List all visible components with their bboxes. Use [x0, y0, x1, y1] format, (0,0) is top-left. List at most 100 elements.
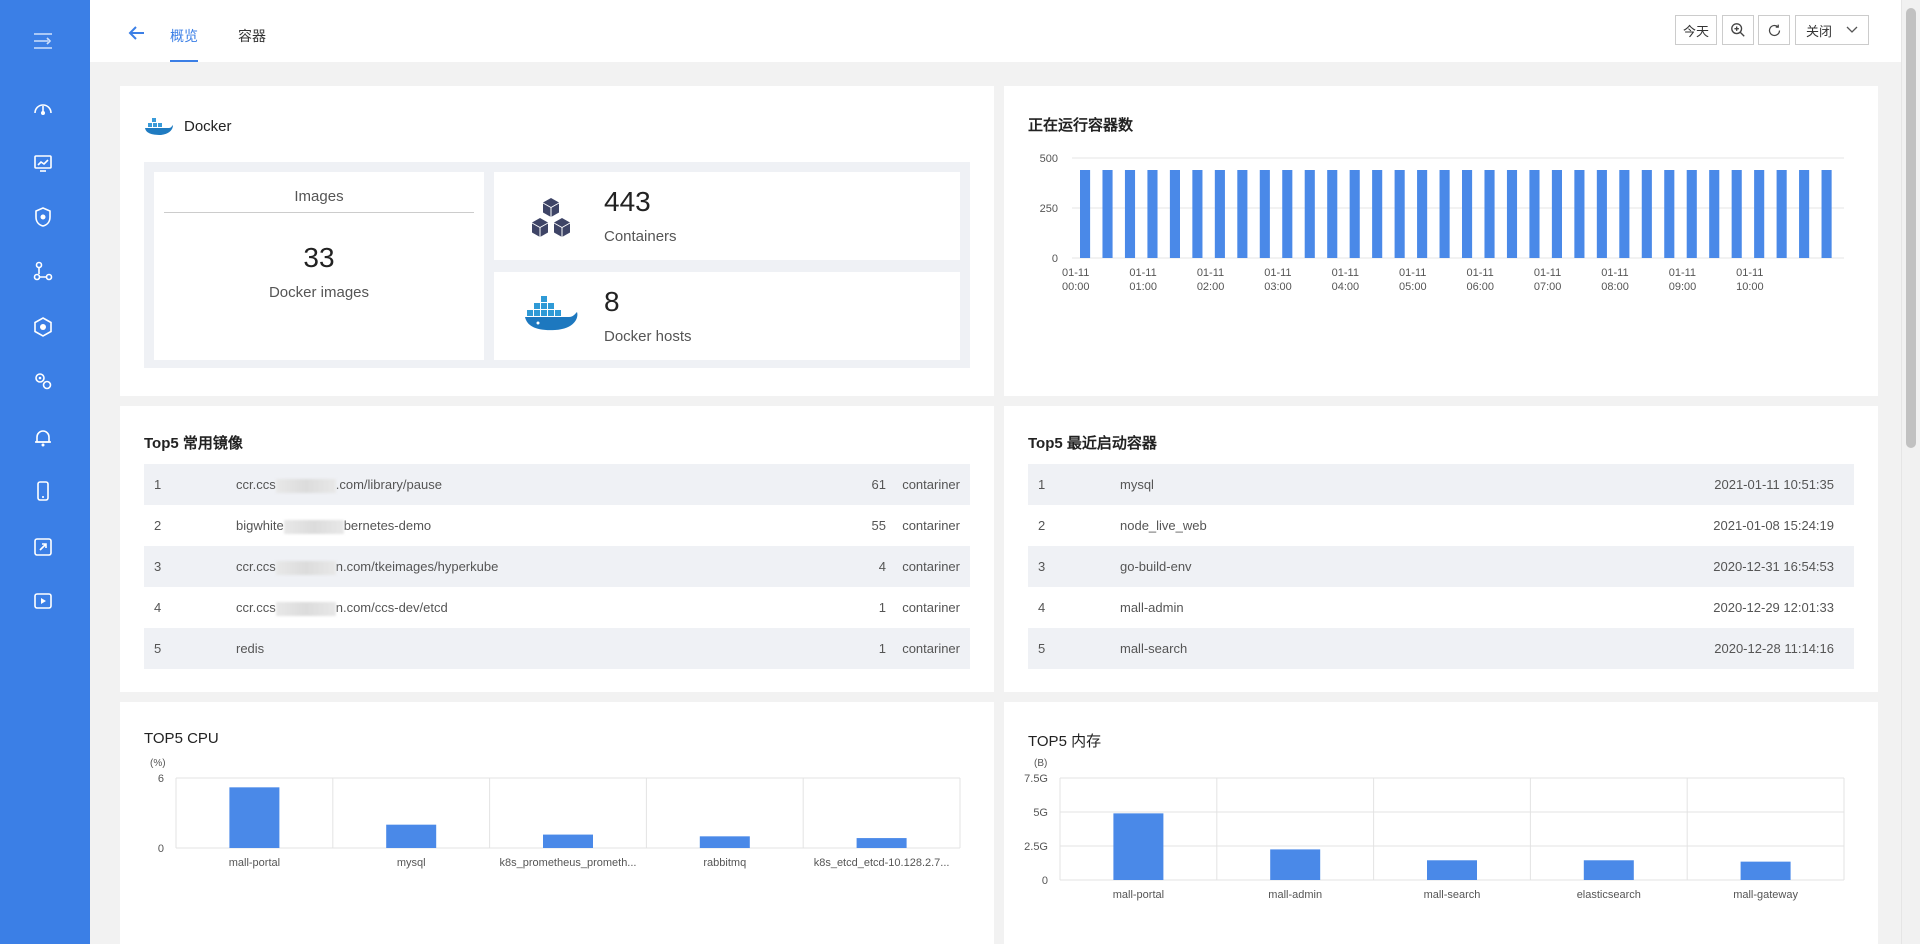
auto-refresh-select[interactable]: 关闭 — [1795, 15, 1869, 45]
top-images-card: Top5 常用镜像 1 ccr.ccs .com/library/pause 61… — [120, 406, 994, 692]
today-button[interactable]: 今天 — [1675, 15, 1717, 45]
table-row[interactable]: 5 redis 1 contariner — [144, 628, 970, 669]
table-row[interactable]: 1 ccr.ccs .com/library/pause 61 contarine… — [144, 464, 970, 505]
bar — [1427, 860, 1477, 880]
x-tick-label: mall-gateway — [1733, 889, 1798, 901]
x-tick-label: 07:00 — [1534, 281, 1562, 293]
bar — [1214, 170, 1225, 258]
x-tick-label: elasticsearch — [1577, 889, 1641, 901]
bar — [1754, 170, 1765, 258]
start-time: 2020-12-28 11:14:16 — [1714, 641, 1834, 656]
row-rank: 5 — [154, 641, 162, 656]
count-unit: contariner — [902, 518, 960, 533]
images-label: Docker images — [268, 284, 370, 301]
bar — [1821, 170, 1832, 258]
containers-count: 443 — [604, 186, 651, 217]
bar — [229, 787, 280, 848]
link-app-icon[interactable] — [30, 534, 56, 560]
mobile-device-icon[interactable] — [30, 478, 56, 504]
x-tick-label: 01-11 — [1332, 267, 1359, 279]
image-name-suffix: .com/library/pause — [335, 477, 442, 492]
bar — [1282, 170, 1293, 258]
start-time: 2020-12-29 12:01:33 — [1713, 600, 1834, 615]
container-name: mall-search — [1120, 641, 1188, 656]
bar — [1237, 170, 1248, 258]
y-tick-label: 0 — [1042, 875, 1048, 887]
x-tick-label: 00:00 — [1062, 281, 1090, 293]
video-play-icon[interactable] — [30, 588, 56, 614]
bar — [1484, 170, 1495, 258]
redacted-blur — [283, 519, 344, 534]
image-name: ccr.ccs n.com/ccs-dev/etcd — [236, 600, 448, 616]
refresh-icon — [1768, 24, 1780, 36]
start-time: 2020-12-31 16:54:53 — [1713, 559, 1834, 574]
x-tick-label: 06:00 — [1466, 281, 1494, 293]
settings-hexagon-icon[interactable] — [30, 314, 56, 340]
table-row[interactable]: 4 mall-admin 2020-12-29 12:01:33 — [1028, 587, 1854, 628]
docker-hosts-whale-icon — [524, 294, 582, 334]
x-tick-label: 01-11 — [1264, 267, 1291, 279]
alert-bell-icon[interactable] — [30, 424, 56, 450]
bar — [543, 834, 593, 848]
dashboard-gauge-icon[interactable] — [30, 96, 56, 122]
active-tab-indicator — [170, 60, 198, 62]
table-row[interactable]: 5 mall-search 2020-12-28 11:14:16 — [1028, 628, 1854, 669]
tab-overview[interactable]: 概览 — [170, 28, 198, 44]
containers-label: Containers — [604, 228, 677, 245]
image-name-prefix: ccr.ccs — [236, 477, 276, 492]
y-tick-label: 0 — [1052, 253, 1058, 265]
top-memory-title: TOP5 内存 — [1028, 733, 1102, 750]
bar — [1113, 813, 1164, 880]
image-name: ccr.ccs .com/library/pause — [236, 477, 442, 493]
bar — [1124, 170, 1136, 258]
y-tick-label: 250 — [1040, 203, 1058, 215]
bar — [1641, 170, 1652, 258]
image-count: 55 — [871, 518, 886, 533]
plugin-gear-icon[interactable] — [30, 368, 56, 394]
shield-icon[interactable] — [30, 204, 56, 230]
start-time: 2021-01-11 10:51:35 — [1714, 477, 1834, 492]
page-scrollbar[interactable] — [1901, 0, 1920, 944]
docker-title: Docker — [184, 118, 232, 135]
table-row[interactable]: 3 ccr.ccs n.com/tkeimages/hyperkube 4 con… — [144, 546, 970, 587]
top-images-title: Top5 常用镜像 — [144, 435, 243, 452]
top-memory-chart: (B) 7.5G 5G 2.5G 0 mall-portal mall-admin mall-… — [1024, 758, 1845, 901]
x-tick-label: 01:00 — [1129, 281, 1157, 293]
container-name: node_live_web — [1120, 518, 1207, 533]
table-row[interactable]: 4 ccr.ccs n.com/ccs-dev/etcd 1 contariner — [144, 587, 970, 628]
monitor-chart-icon[interactable] — [30, 150, 56, 176]
scrollbar-thumb[interactable] — [1906, 8, 1916, 448]
image-count: 4 — [878, 559, 886, 574]
bar — [1439, 170, 1450, 258]
bar — [1270, 849, 1321, 880]
running-containers-title: 正在运行容器数 — [1028, 117, 1134, 134]
sidebar — [0, 0, 90, 944]
refresh-button[interactable] — [1758, 15, 1790, 45]
y-tick-label: 7.5G — [1024, 773, 1048, 785]
bar — [1192, 170, 1203, 258]
container-name: go-build-env — [1120, 559, 1192, 574]
row-rank: 4 — [154, 600, 162, 615]
tab-containers[interactable]: 容器 — [238, 28, 266, 44]
menu-toggle-icon[interactable] — [30, 28, 56, 54]
table-row[interactable]: 2 bigwhite bernetes-demo 55 contariner — [144, 505, 970, 546]
bar — [1551, 170, 1562, 258]
y-tick-label: 500 — [1040, 153, 1058, 165]
table-row[interactable]: 2 node_live_web 2021-01-08 15:24:19 — [1028, 505, 1854, 546]
x-tick-label: 04:00 — [1332, 281, 1360, 293]
containers-stat-box: 443 Containers — [494, 172, 960, 260]
images-divider — [164, 212, 474, 213]
x-tick-label: rabbitmq — [703, 857, 746, 869]
bar — [1080, 170, 1091, 258]
bar — [1574, 170, 1585, 258]
hosts-label: Docker hosts — [604, 328, 692, 345]
table-row[interactable]: 3 go-build-env 2020-12-31 16:54:53 — [1028, 546, 1854, 587]
table-row[interactable]: 1 mysql 2021-01-11 10:51:35 — [1028, 464, 1854, 505]
image-name-suffix: n.com/ccs-dev/etcd — [335, 600, 448, 615]
hosts-count: 8 — [604, 286, 620, 317]
topology-icon[interactable] — [30, 258, 56, 284]
zoom-in-button[interactable] — [1722, 15, 1754, 45]
top-cpu-card: TOP5 CPU (%) 6 0 mall-portal mysql k8s_promet… — [120, 702, 994, 944]
back-arrow-icon[interactable] — [126, 22, 148, 44]
x-tick-label: mall-search — [1424, 889, 1481, 901]
